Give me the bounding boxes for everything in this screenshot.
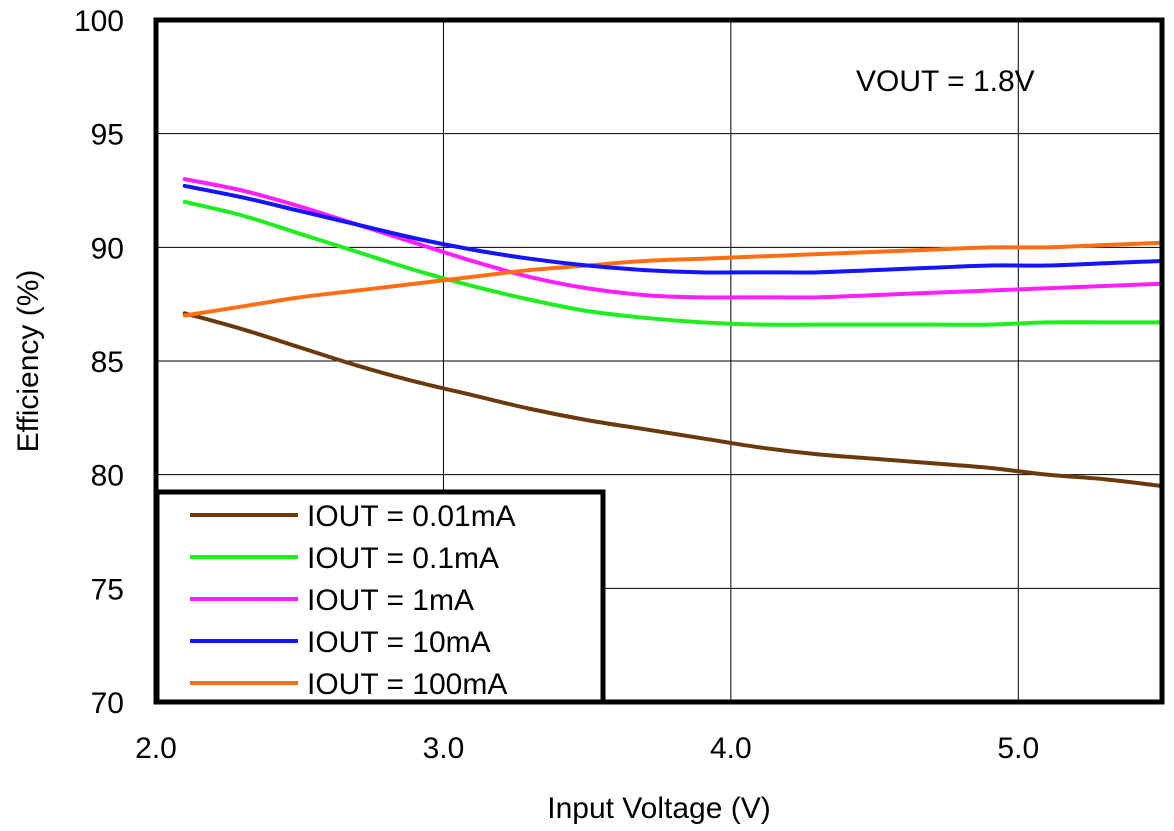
legend-label: IOUT = 10mA (307, 626, 491, 659)
legend-label: IOUT = 100mA (307, 668, 507, 701)
y-tick-label: 95 (91, 119, 124, 152)
y-tick-label: 90 (91, 232, 124, 265)
x-tick-label: 5.0 (997, 732, 1039, 765)
legend-label: IOUT = 0.01mA (307, 500, 516, 533)
y-tick-label: 80 (91, 460, 124, 493)
x-axis-label: Input Voltage (V) (547, 792, 770, 825)
legend-label: IOUT = 1mA (307, 584, 474, 617)
plot-frame (153, 17, 1165, 705)
y-axis-label: Efficiency (%) (12, 270, 45, 453)
series-lines (182, 177, 1164, 489)
series-line-iout-1ma (182, 177, 1164, 300)
x-tick-label: 4.0 (710, 732, 752, 765)
y-tick-label: 100 (74, 5, 124, 38)
series-line-iout-10ma (182, 183, 1164, 275)
x-tick-label: 2.0 (135, 732, 177, 765)
legend-label: IOUT = 0.1mA (307, 542, 499, 575)
x-tick-labels: 2.0 3.0 4.0 5.0 (135, 732, 1039, 765)
y-tick-label: 70 (91, 687, 124, 720)
vout-annotation: VOUT = 1.8V (856, 65, 1035, 98)
series-line-iout-0-01ma (182, 311, 1164, 489)
y-tick-label: 85 (91, 346, 124, 379)
x-tick-label: 3.0 (423, 732, 465, 765)
series-line-iout-100ma (182, 240, 1164, 318)
legend: IOUT = 0.01mA IOUT = 0.1mA IOUT = 1mA IOUT … (154, 489, 606, 705)
series-line-iout-0-1ma (182, 199, 1164, 327)
y-tick-label: 75 (91, 573, 124, 606)
y-tick-labels: 70 75 80 85 90 95 100 (74, 5, 124, 720)
